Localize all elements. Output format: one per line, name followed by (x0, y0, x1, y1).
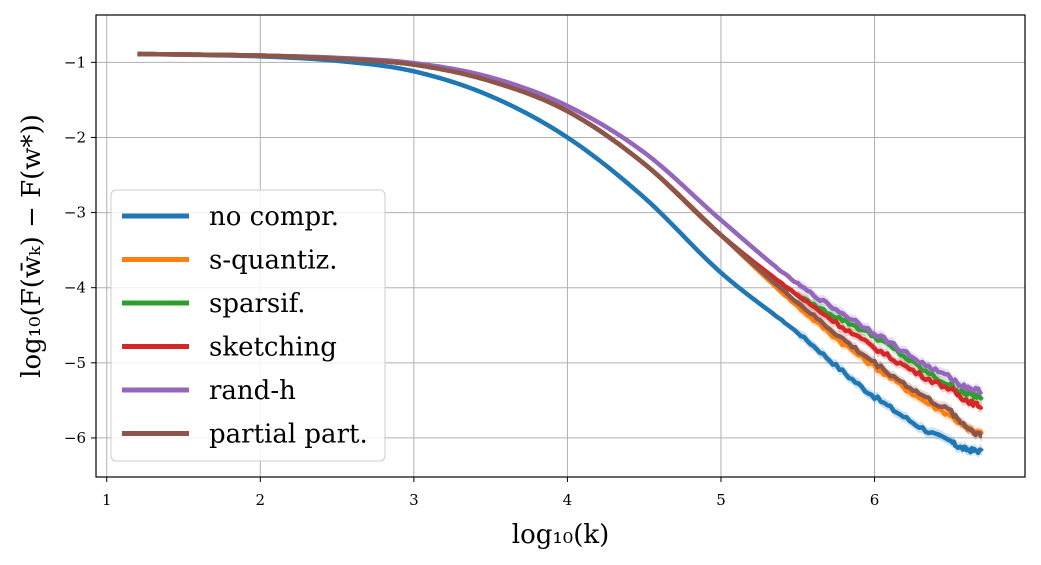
x-axis-label: log₁₀(k) (512, 520, 610, 550)
y-tick-label: −2 (64, 128, 86, 146)
x-tick-label: 4 (563, 491, 573, 509)
y-axis-ticks: −1 −2 −3 −4 −5 −6 (64, 53, 96, 447)
legend: no compr. s-quantiz. sparsif. sketching rand… (110, 189, 386, 462)
y-tick-label: −6 (64, 429, 86, 447)
legend-label: sparsif. (209, 289, 306, 319)
legend-label: partial part. (209, 420, 368, 450)
plot-frame (95, 14, 1026, 478)
x-tick-label: 2 (256, 491, 266, 509)
y-tick-label: −4 (64, 279, 86, 297)
y-tick-label: −3 (64, 204, 86, 222)
legend-label: rand-h (209, 376, 296, 406)
x-tick-label: 3 (409, 491, 419, 509)
legend-label: no compr. (209, 202, 339, 232)
series-lines (137, 51, 984, 456)
x-tick-label: 5 (716, 491, 726, 509)
x-axis-ticks: 1 2 3 4 5 6 (102, 477, 879, 509)
legend-label: sketching (209, 333, 337, 363)
y-tick-label: −1 (64, 53, 86, 71)
y-tick-label: −5 (64, 354, 86, 372)
x-tick-label: 1 (102, 491, 112, 509)
y-axis-label: log₁₀(F(w̄ₖ) − F(w*)) (17, 114, 47, 378)
x-tick-label: 6 (870, 491, 880, 509)
confidence-bands (797, 277, 982, 459)
legend-label: s-quantiz. (209, 246, 338, 276)
series-line (137, 51, 983, 439)
